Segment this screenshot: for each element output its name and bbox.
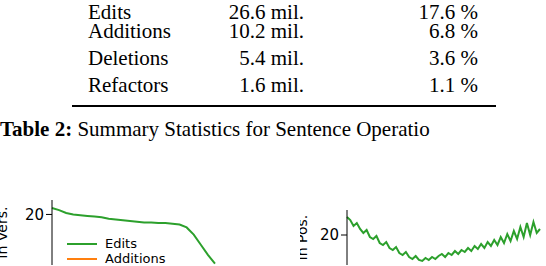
html-text:6.8 %: 6.8 % (429, 19, 478, 43)
svg-text:20: 20 (25, 206, 44, 224)
html-text:26.6 mil.: 26.6 mil. (228, 0, 304, 24)
html-text:10.2 mil.: 10.2 mil. (228, 19, 304, 43)
html-text:Deletions: Deletions (88, 46, 169, 70)
html-text:1.1 %: 1.1 % (429, 73, 478, 97)
html-text:1.6 mil.: 1.6 mil. (239, 73, 304, 97)
svg-text:in Vers.: in Vers. (8, 207, 10, 259)
html-text:Refactors: Refactors (88, 73, 169, 97)
html-text:5.4 mil.: 5.4 mil. (239, 46, 304, 70)
html-text:Edits: Edits (88, 0, 132, 24)
html-text:3.6 %: 3.6 % (429, 46, 478, 70)
html-text:Additions: Additions (105, 251, 166, 266)
html-text:Edits: Edits (105, 236, 137, 251)
html-text:17.6 %: 17.6 % (418, 0, 478, 24)
html-text:Additions: Additions (88, 19, 171, 43)
svg-text:20: 20 (320, 226, 339, 244)
svg-text:in Pos.: in Pos. (300, 215, 310, 260)
html-text:Table 2: Summary Statistics fo: Table 2: Summary Statistics for Sentence… (0, 117, 430, 141)
